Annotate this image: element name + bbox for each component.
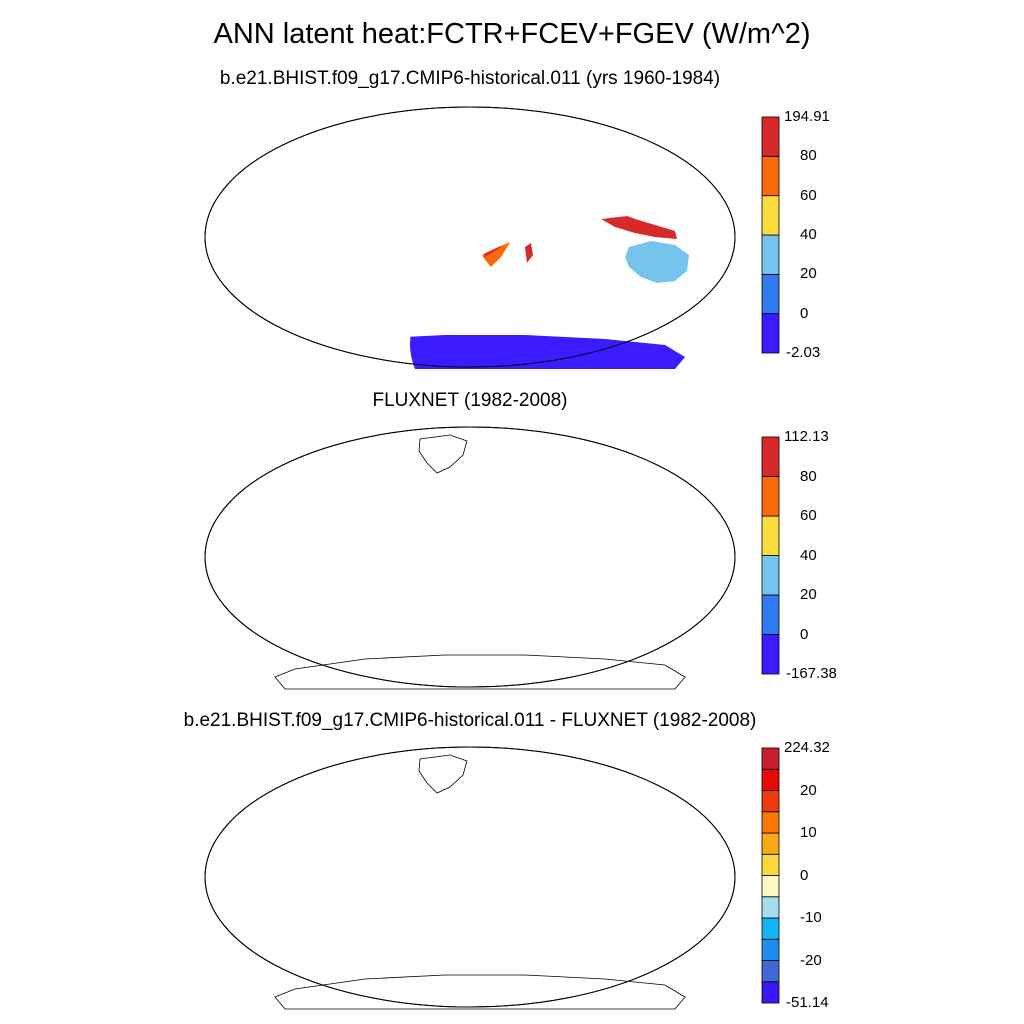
colorbar-3-label-3: 0 <box>800 866 809 884</box>
panel-2-subtitle: FLUXNET (1982-2008) <box>372 390 568 411</box>
colorbar-1-label-5: 80 <box>800 147 817 165</box>
colorbar-2-label-5: 80 <box>800 467 817 485</box>
colorbar-1-swatch-3 <box>761 195 780 236</box>
colorbar-3-label-1: -20 <box>800 951 822 969</box>
colorbar-2-swatch-2 <box>761 555 780 596</box>
colorbar-2-label-4: 60 <box>800 507 817 524</box>
colorbar-3-swatch-5 <box>761 875 780 898</box>
colorbar-panel-2 <box>761 436 780 675</box>
colorbar-3-label-0: -51.14 <box>786 994 829 1011</box>
colorbar-1-swatch-0 <box>761 313 780 354</box>
colorbar-3-swatch-1 <box>761 960 780 983</box>
map-panel-1 <box>204 106 736 369</box>
colorbar-3-label-5: 20 <box>800 781 817 799</box>
colorbar-3-label-4: 10 <box>800 824 817 841</box>
colorbar-3-swatch-0 <box>761 981 780 1004</box>
colorbar-3-swatch-6 <box>761 853 780 876</box>
colorbar-3-swatch-8 <box>761 811 780 834</box>
colorbar-2-swatch-3 <box>761 515 780 556</box>
colorbar-3-swatch-4 <box>761 896 780 919</box>
colorbar-1-label-4: 60 <box>800 186 817 204</box>
colorbar-1-swatch-4 <box>761 155 780 197</box>
colorbar-2-swatch-1 <box>761 594 780 635</box>
colorbar-panel-1 <box>761 116 780 354</box>
colorbar-3-swatch-11 <box>761 747 780 770</box>
map-panel-2 <box>204 426 736 690</box>
colorbar-1-label-0: -2.03 <box>786 344 821 361</box>
colorbar-1-label-2: 20 <box>800 265 817 283</box>
colorbar-1-label-1: 0 <box>800 304 809 322</box>
colorbar-1-label-3: 40 <box>800 226 817 243</box>
colorbar-3-swatch-3 <box>761 917 780 940</box>
colorbar-1-swatch-5 <box>761 116 780 157</box>
colorbar-1-label-6: 194.91 <box>784 108 830 125</box>
figure-title: ANN latent heat:FCTR+FCEV+FGEV (W/m^2) <box>213 18 811 50</box>
colorbar-2-swatch-0 <box>761 634 780 675</box>
colorbar-2-label-1: 0 <box>800 625 809 643</box>
colorbar-3-swatch-7 <box>761 832 780 855</box>
colorbar-2-label-3: 40 <box>800 546 817 564</box>
colorbar-3-swatch-10 <box>761 768 780 791</box>
panel-1-subtitle: b.e21.BHIST.f09_g17.CMIP6-historical.011… <box>219 68 721 89</box>
colorbar-3-label-6: 224.32 <box>784 739 830 756</box>
colorbar-2-label-6: 112.13 <box>784 428 829 445</box>
colorbar-2-label-0: -167.38 <box>786 665 837 682</box>
colorbar-2-swatch-5 <box>761 436 780 477</box>
map-panel-3 <box>204 746 736 1010</box>
colorbar-1-swatch-2 <box>761 234 780 275</box>
colorbar-3-label-2: -10 <box>800 909 822 926</box>
colorbar-1-swatch-1 <box>761 273 780 315</box>
colorbar-3-swatch-2 <box>761 938 780 961</box>
colorbar-panel-3 <box>761 747 780 1004</box>
panel-3-subtitle: b.e21.BHIST.f09_g17.CMIP6-historical.011… <box>183 710 757 731</box>
colorbar-2-label-2: 20 <box>800 586 817 603</box>
colorbar-3-swatch-9 <box>761 790 780 813</box>
colorbar-2-swatch-4 <box>761 476 780 517</box>
